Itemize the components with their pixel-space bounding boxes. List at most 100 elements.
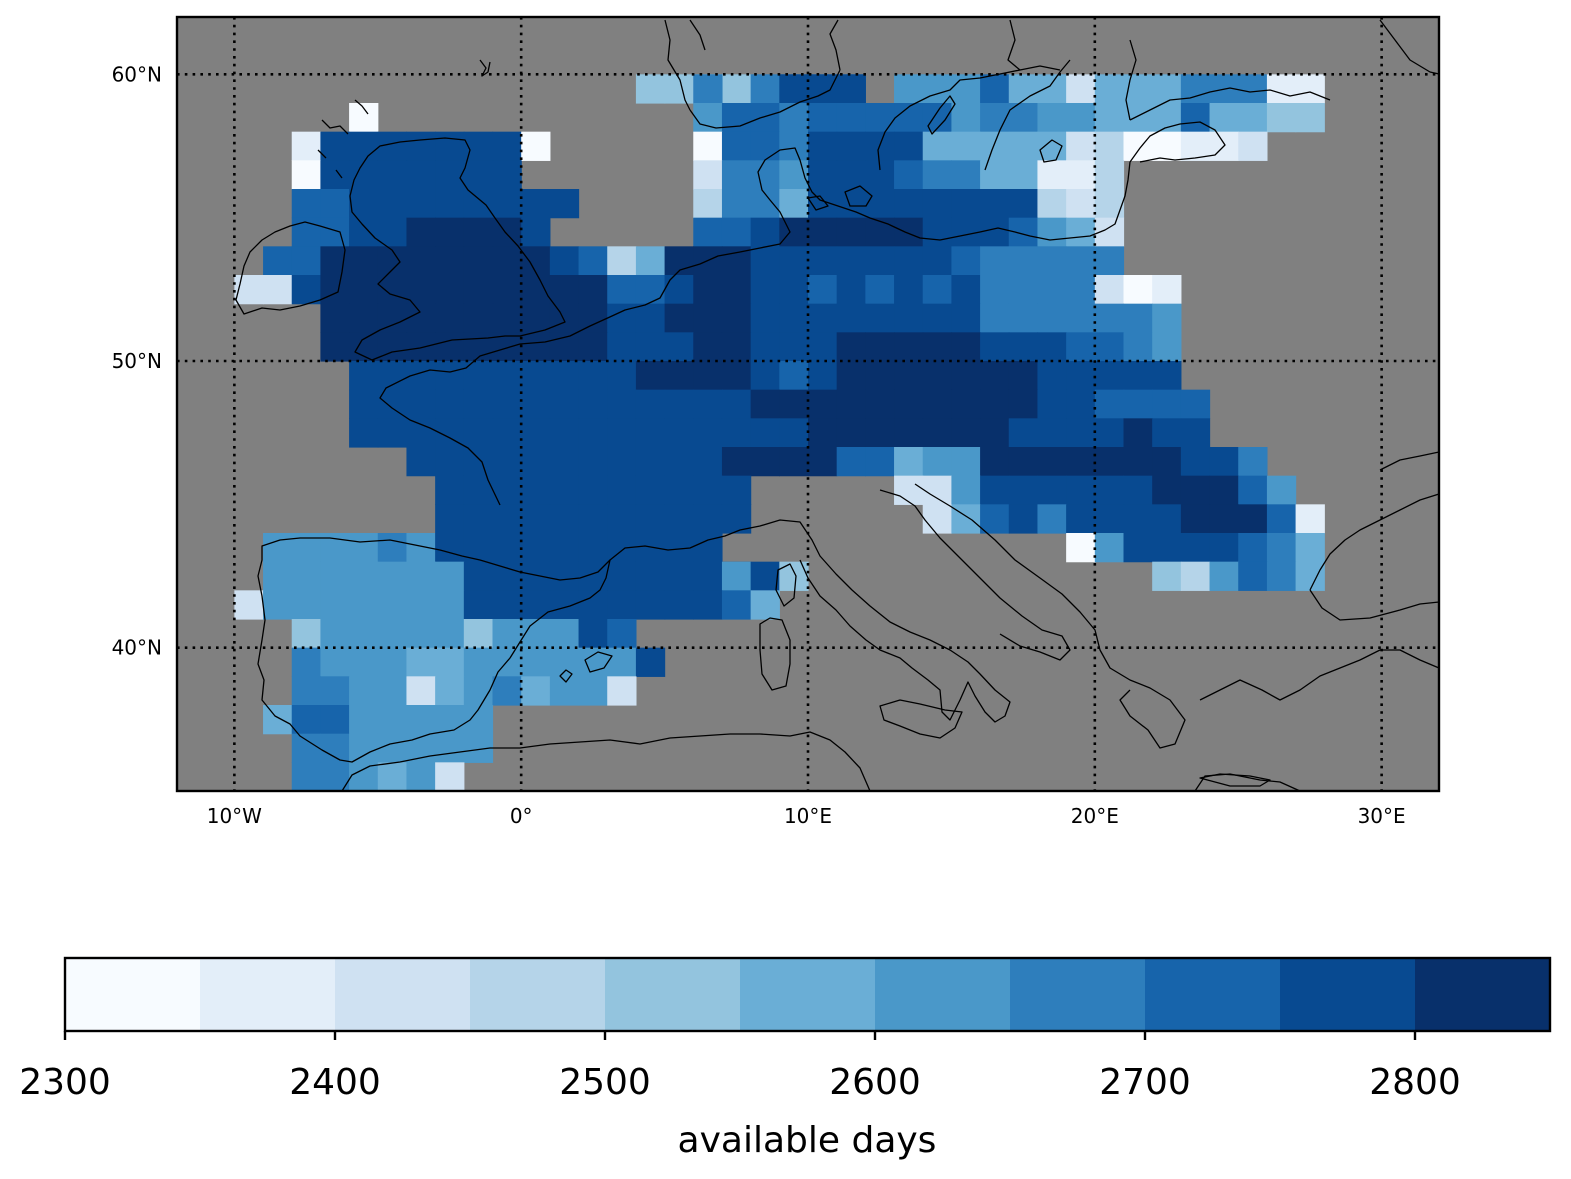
- grid-cell: [1238, 504, 1268, 534]
- grid-cell: [980, 504, 1010, 534]
- colorbar-frame: [63, 956, 1552, 1033]
- colorbar-block: [470, 958, 606, 1031]
- grid-cell: [406, 389, 436, 419]
- grid-cell: [607, 561, 637, 591]
- coastline-sicily: [879, 699, 963, 739]
- grid-cell: [750, 561, 780, 591]
- grid-cell: [492, 275, 522, 305]
- grid-cell: [521, 418, 551, 448]
- grid-cell: [263, 246, 293, 276]
- grid-cell: [349, 332, 379, 362]
- grid-cell: [922, 275, 953, 305]
- grid-cell: [865, 217, 895, 247]
- coastlines: [235, 19, 1440, 792]
- grid-cell: [406, 705, 436, 735]
- grid-cell: [894, 275, 924, 305]
- grid-cell: [721, 418, 752, 448]
- grid-cell: [263, 705, 293, 735]
- grid-cell: [435, 246, 465, 276]
- grid-cell: [1037, 189, 1067, 219]
- grid-cell: [492, 619, 522, 649]
- grid-cell: [377, 160, 408, 190]
- grid-cell: [492, 533, 522, 563]
- grid-cell: [492, 590, 522, 620]
- grid-cell: [894, 475, 924, 505]
- grid-cell: [1037, 160, 1067, 190]
- grid-cell: [635, 447, 666, 477]
- grid-cell: [320, 275, 350, 305]
- grid-cell: [521, 533, 551, 563]
- grid-cell: [435, 762, 465, 792]
- grid-cell: [291, 619, 322, 649]
- grid-cell: [635, 275, 666, 305]
- grid-cell: [980, 303, 1010, 333]
- grid-cell: [721, 160, 752, 190]
- grid-cell: [492, 131, 522, 161]
- grid-cell: [750, 246, 780, 276]
- grid-cell: [492, 303, 522, 333]
- grid-cell: [1180, 74, 1211, 104]
- grid-cell: [291, 705, 322, 735]
- grid-cell: [578, 418, 608, 448]
- coastline-scandinavia: [689, 19, 1071, 171]
- colorbar-tick-label: 2500: [559, 1062, 651, 1103]
- grid-cell: [1094, 160, 1125, 190]
- grid-cell: [980, 217, 1010, 247]
- colorbar-ticks: 2300 2400 2500 2600 2700 2800: [19, 1031, 1461, 1103]
- grid-cell: [1066, 389, 1096, 419]
- grid-cell: [1066, 533, 1096, 563]
- grid-cell: [1152, 504, 1182, 534]
- grid-cell: [951, 332, 981, 362]
- grid-cell: [291, 647, 322, 677]
- grid-cell: [1180, 103, 1211, 133]
- grid-cell: [406, 332, 436, 362]
- grid-cell: [693, 275, 723, 305]
- grid-cell: [1037, 303, 1067, 333]
- coastline-france-med: [609, 519, 1011, 723]
- grid-cell: [664, 561, 694, 591]
- colorbar-block: [65, 958, 201, 1031]
- grid-cell: [836, 303, 866, 333]
- grid-cell: [865, 332, 895, 362]
- grid-cell: [349, 361, 379, 391]
- grid-cell: [980, 275, 1010, 305]
- grid-cell: [549, 361, 580, 391]
- grid-cell: [808, 160, 838, 190]
- grid-cell: [492, 504, 522, 534]
- grid-cell: [980, 475, 1010, 505]
- grid-cell: [664, 361, 694, 391]
- grid-cell: [779, 189, 809, 219]
- longitude-label: 10°E: [784, 804, 832, 828]
- grid-cell: [693, 504, 723, 534]
- grid-cell: [1209, 504, 1239, 534]
- grid-cell: [1209, 533, 1239, 563]
- grid-cell: [922, 389, 953, 419]
- grid-cell: [463, 418, 494, 448]
- grid-cell: [951, 160, 981, 190]
- grid-cell: [1209, 447, 1239, 477]
- grid-cell: [693, 418, 723, 448]
- grid-cell: [951, 361, 981, 391]
- grid-cell: [320, 733, 350, 763]
- grid-cell: [1066, 275, 1096, 305]
- grid-cell: [693, 475, 723, 505]
- grid-cell: [664, 418, 694, 448]
- grid-cell: [492, 561, 522, 591]
- grid-cell: [664, 504, 694, 534]
- grid-cell: [463, 389, 494, 419]
- grid-cell: [377, 676, 408, 706]
- grid-cell: [263, 561, 293, 591]
- colorbar-block: [335, 958, 471, 1031]
- grid-cell: [521, 303, 551, 333]
- latitude-label: 60°N: [112, 62, 162, 86]
- grid-cell: [578, 475, 608, 505]
- grid-cell: [607, 647, 637, 677]
- grid-cell: [664, 475, 694, 505]
- grid-cell: [607, 246, 637, 276]
- grid-cell: [1037, 447, 1067, 477]
- grid-cell: [521, 361, 551, 391]
- grid-cell: [435, 475, 465, 505]
- grid-cell: [779, 447, 809, 477]
- colorbar-block: [1280, 958, 1416, 1031]
- grid-cell: [1238, 447, 1268, 477]
